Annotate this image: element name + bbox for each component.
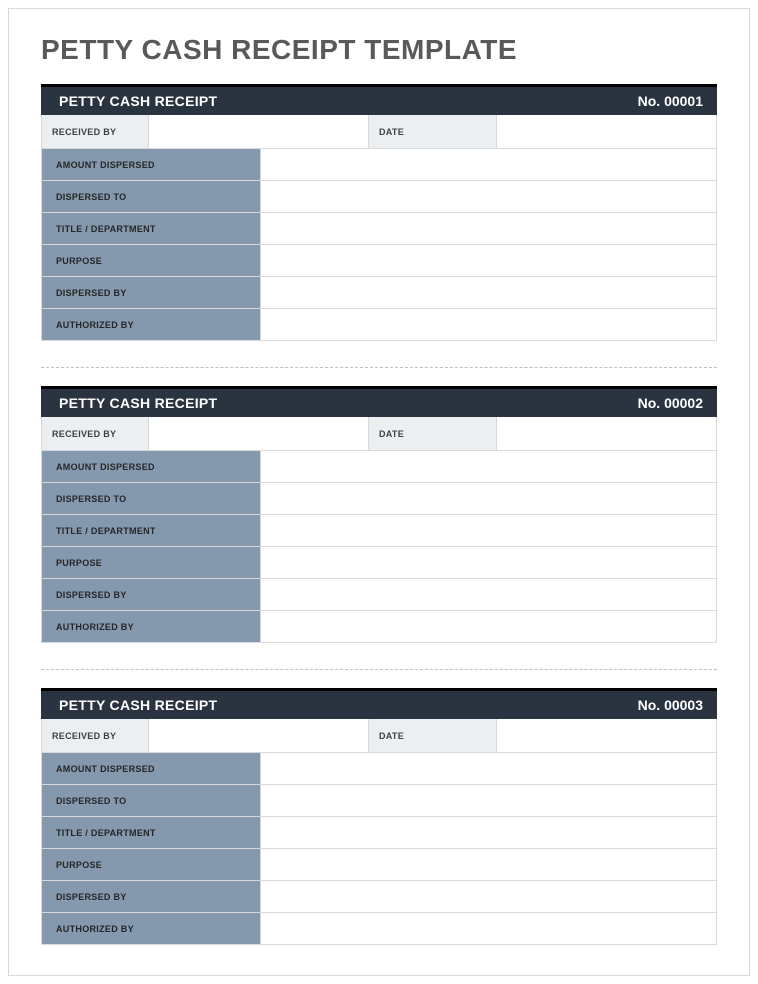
row-input[interactable] (261, 277, 717, 309)
row-label: PURPOSE (41, 245, 261, 277)
table-row: AUTHORIZED BY (41, 309, 717, 341)
receipt-number: No. 00003 (638, 697, 703, 713)
table-row: DISPERSED TO (41, 181, 717, 213)
table-row: DISPERSED BY (41, 277, 717, 309)
received-date-row: RECEIVED BY DATE (41, 719, 717, 753)
row-label: PURPOSE (41, 849, 261, 881)
row-input[interactable] (261, 611, 717, 643)
date-label: DATE (369, 417, 497, 451)
date-input[interactable] (497, 417, 717, 451)
date-input[interactable] (497, 719, 717, 753)
table-row: DISPERSED TO (41, 785, 717, 817)
row-label: AUTHORIZED BY (41, 611, 261, 643)
row-label: TITLE / DEPARTMENT (41, 213, 261, 245)
row-label: TITLE / DEPARTMENT (41, 515, 261, 547)
row-label: DISPERSED BY (41, 277, 261, 309)
row-input[interactable] (261, 881, 717, 913)
row-label: AUTHORIZED BY (41, 913, 261, 945)
row-label: AMOUNT DISPERSED (41, 451, 261, 483)
row-input[interactable] (261, 817, 717, 849)
row-input[interactable] (261, 451, 717, 483)
received-by-label: RECEIVED BY (41, 115, 149, 149)
row-label: DISPERSED BY (41, 579, 261, 611)
receipt-header-title: PETTY CASH RECEIPT (59, 395, 217, 411)
row-input[interactable] (261, 547, 717, 579)
date-label: DATE (369, 719, 497, 753)
received-by-input[interactable] (149, 719, 369, 753)
table-row: TITLE / DEPARTMENT (41, 817, 717, 849)
receipt: PETTY CASH RECEIPT No. 00003 RECEIVED BY DA… (41, 688, 717, 945)
row-input[interactable] (261, 849, 717, 881)
row-label: DISPERSED TO (41, 483, 261, 515)
received-by-label: RECEIVED BY (41, 417, 149, 451)
table-row: PURPOSE (41, 547, 717, 579)
table-row: PURPOSE (41, 245, 717, 277)
receipt-separator (41, 669, 717, 670)
receipt-header: PETTY CASH RECEIPT No. 00001 (41, 84, 717, 115)
date-input[interactable] (497, 115, 717, 149)
table-row: DISPERSED TO (41, 483, 717, 515)
row-input[interactable] (261, 913, 717, 945)
page-title: PETTY CASH RECEIPT TEMPLATE (41, 34, 717, 66)
row-input[interactable] (261, 579, 717, 611)
receipt-header: PETTY CASH RECEIPT No. 00002 (41, 386, 717, 417)
table-row: AMOUNT DISPERSED (41, 753, 717, 785)
row-input[interactable] (261, 149, 717, 181)
received-date-row: RECEIVED BY DATE (41, 417, 717, 451)
received-by-label: RECEIVED BY (41, 719, 149, 753)
table-row: TITLE / DEPARTMENT (41, 515, 717, 547)
receipt: PETTY CASH RECEIPT No. 00001 RECEIVED BY DA… (41, 84, 717, 341)
table-row: AMOUNT DISPERSED (41, 451, 717, 483)
row-input[interactable] (261, 515, 717, 547)
receipt-header-title: PETTY CASH RECEIPT (59, 93, 217, 109)
row-label: DISPERSED TO (41, 785, 261, 817)
receipt-header: PETTY CASH RECEIPT No. 00003 (41, 688, 717, 719)
table-row: DISPERSED BY (41, 881, 717, 913)
table-row: AMOUNT DISPERSED (41, 149, 717, 181)
row-label: DISPERSED TO (41, 181, 261, 213)
date-label: DATE (369, 115, 497, 149)
receipt-number: No. 00001 (638, 93, 703, 109)
row-input[interactable] (261, 483, 717, 515)
received-date-row: RECEIVED BY DATE (41, 115, 717, 149)
row-label: AUTHORIZED BY (41, 309, 261, 341)
received-by-input[interactable] (149, 115, 369, 149)
row-label: AMOUNT DISPERSED (41, 149, 261, 181)
row-label: DISPERSED BY (41, 881, 261, 913)
table-row: AUTHORIZED BY (41, 611, 717, 643)
row-label: TITLE / DEPARTMENT (41, 817, 261, 849)
receipts-container: PETTY CASH RECEIPT No. 00001 RECEIVED BY DA… (41, 84, 717, 945)
row-input[interactable] (261, 309, 717, 341)
table-row: AUTHORIZED BY (41, 913, 717, 945)
page: PETTY CASH RECEIPT TEMPLATE PETTY CASH R… (8, 8, 750, 976)
table-row: TITLE / DEPARTMENT (41, 213, 717, 245)
receipt-header-title: PETTY CASH RECEIPT (59, 697, 217, 713)
row-input[interactable] (261, 213, 717, 245)
receipt: PETTY CASH RECEIPT No. 00002 RECEIVED BY DA… (41, 386, 717, 643)
row-input[interactable] (261, 245, 717, 277)
receipt-number: No. 00002 (638, 395, 703, 411)
row-label: PURPOSE (41, 547, 261, 579)
row-label: AMOUNT DISPERSED (41, 753, 261, 785)
row-input[interactable] (261, 181, 717, 213)
table-row: DISPERSED BY (41, 579, 717, 611)
row-input[interactable] (261, 753, 717, 785)
table-row: PURPOSE (41, 849, 717, 881)
receipt-separator (41, 367, 717, 368)
row-input[interactable] (261, 785, 717, 817)
received-by-input[interactable] (149, 417, 369, 451)
